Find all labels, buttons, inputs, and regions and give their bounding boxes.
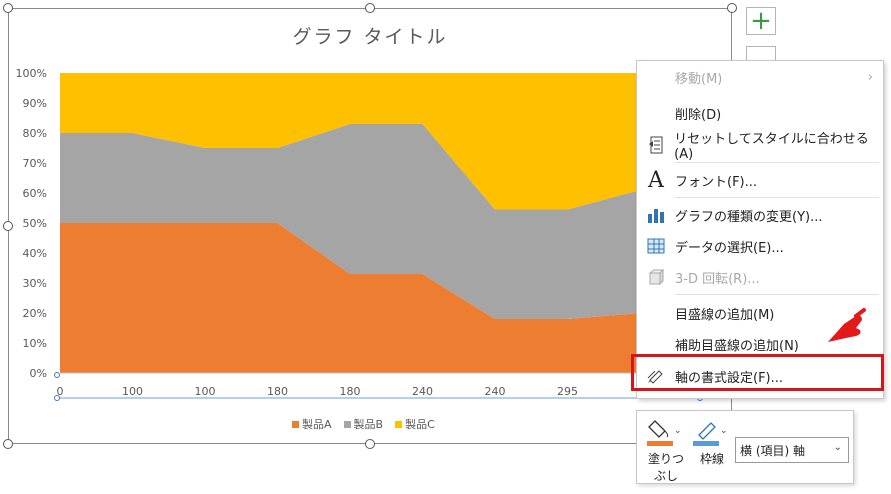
chart-legend[interactable]: 製品A 製品B 製品C: [292, 416, 435, 432]
menu-item-add-major-gridlines[interactable]: 目盛線の追加(M): [675, 307, 775, 323]
chart-styles-button[interactable]: [746, 46, 776, 60]
area-series-0[interactable]: [60, 223, 640, 373]
svg-text:⌄: ⌄: [674, 426, 682, 436]
y-tick-label: 50%: [23, 217, 47, 230]
axis-selection-handle: [54, 395, 60, 401]
resize-handle-tc[interactable]: [365, 3, 375, 13]
chevron-right-icon: ›: [867, 69, 873, 85]
resize-handle-bc[interactable]: [365, 439, 375, 449]
context-menu: 移動(M) › 削除(D) リセットしてスタイルに合わせる(A) A フォント(F…: [636, 60, 884, 399]
y-tick-label: 30%: [23, 277, 47, 290]
x-tick-label: 180: [267, 385, 288, 398]
rotation-3d-icon: [637, 269, 675, 285]
y-tick-label: 40%: [23, 247, 47, 260]
pointing-hand-icon: [828, 308, 866, 342]
font-icon: A: [648, 167, 664, 193]
chevron-down-icon: ⌄: [833, 442, 842, 453]
axis-selector-dropdown[interactable]: 横 (項目) 軸 ⌄: [735, 437, 849, 463]
x-tick-label: 100: [122, 385, 143, 398]
fill-color-bar: [647, 441, 673, 446]
fill-button[interactable]: ⌄ 塗りつ ぶし: [645, 417, 687, 484]
outline-button[interactable]: ⌄ 枠線: [691, 417, 733, 467]
area-series-2[interactable]: [60, 73, 640, 210]
pencil-icon: ⌄: [693, 422, 728, 446]
menu-item-add-minor-gridlines[interactable]: 補助目盛線の追加(N): [675, 338, 799, 354]
x-tick-label: 240: [485, 385, 506, 398]
x-tick-label: 0: [57, 385, 64, 398]
menu-item-chart-type[interactable]: グラフの種類の変更(Y)...: [637, 200, 883, 230]
y-tick-label: 20%: [23, 307, 47, 320]
highlight-box: [631, 354, 884, 391]
y-tick-label: 70%: [23, 157, 47, 170]
paint-bucket-icon: ⌄: [647, 420, 682, 446]
svg-text:⌄: ⌄: [720, 426, 728, 436]
legend-swatch-c: [395, 420, 403, 428]
y-tick-label: 0%: [30, 367, 47, 380]
resize-handle-tl[interactable]: [3, 3, 13, 13]
select-data-icon: [637, 238, 675, 254]
reset-style-icon: [637, 136, 674, 154]
y-tick-label: 100%: [16, 67, 47, 80]
x-tick-label: 240: [412, 385, 433, 398]
chart-title[interactable]: グラフ タイトル: [292, 26, 448, 48]
area-series-1[interactable]: [60, 124, 640, 319]
y-tick-label: 80%: [23, 127, 47, 140]
x-tick-label: 180: [340, 385, 361, 398]
resize-handle-ml[interactable]: [3, 221, 13, 231]
x-tick-label: 295: [557, 385, 578, 398]
mini-toolbar: ⌄ 塗りつ ぶし ⌄ 枠線 横 (項目) 軸 ⌄: [636, 410, 854, 484]
chart-elements-button[interactable]: +: [746, 7, 776, 35]
menu-item-move: 移動(M) ›: [675, 69, 873, 87]
menu-item-reset-style[interactable]: リセットしてスタイルに合わせる(A): [637, 130, 883, 162]
axis-selection-handle: [54, 372, 60, 378]
menu-item-3d-rotation: 3-D 回転(R)...: [637, 262, 883, 292]
outline-color-bar: [693, 441, 719, 446]
legend-item: 製品B: [343, 416, 383, 432]
legend-swatch-a: [292, 420, 299, 428]
legend-item: 製品A: [292, 416, 332, 432]
resize-handle-bl[interactable]: [3, 439, 13, 449]
legend-item: 製品C: [395, 416, 435, 432]
menu-item-select-data[interactable]: データの選択(E)...: [637, 231, 883, 261]
x-tick-label: 100: [195, 385, 216, 398]
y-tick-label: 10%: [23, 337, 47, 350]
plus-icon: +: [750, 6, 772, 36]
y-tick-label: 90%: [23, 97, 47, 110]
format-axis-icon: [637, 368, 675, 384]
y-tick-label: 60%: [23, 187, 47, 200]
menu-item-font[interactable]: A フォント(F)...: [637, 165, 883, 195]
resize-handle-tr[interactable]: [727, 3, 737, 13]
legend-swatch-b: [343, 420, 351, 428]
menu-item-format-axis[interactable]: 軸の書式設定(F)...: [637, 361, 883, 391]
menu-item-delete[interactable]: 削除(D): [675, 107, 722, 123]
chart-type-icon: [637, 207, 675, 223]
